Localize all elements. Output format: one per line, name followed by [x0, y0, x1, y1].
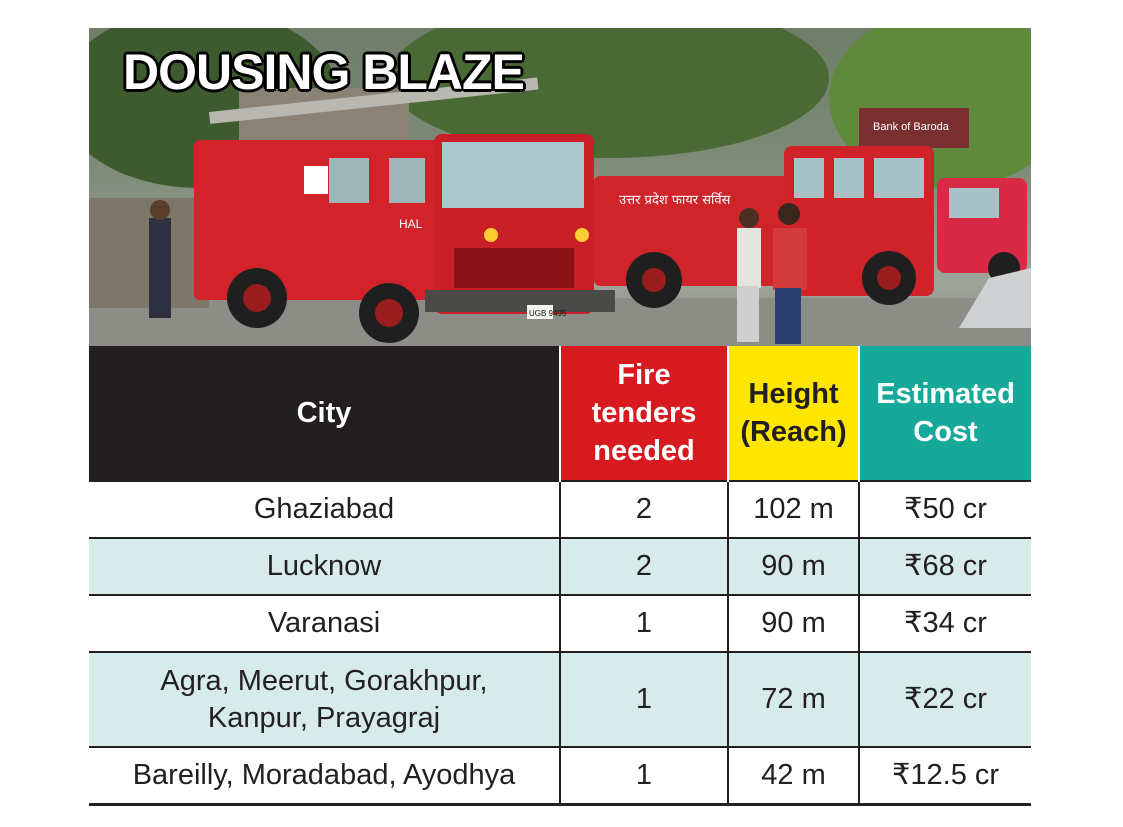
table-row: Varanasi 1 90 m ₹34 cr: [89, 594, 1031, 652]
cell-height: 42 m: [727, 746, 859, 806]
cell-height: 72 m: [727, 651, 859, 747]
header-height: Height (Reach): [727, 346, 859, 481]
header-estimated-cost: Estimated Cost: [858, 346, 1031, 481]
table-row: Lucknow 2 90 m ₹68 cr: [89, 537, 1031, 595]
headline: DOUSING BLAZE: [123, 44, 525, 100]
header-fire-tenders: Fire tenders needed: [559, 346, 728, 481]
license-plate: [527, 305, 553, 319]
cell-height: 102 m: [727, 480, 859, 538]
cell-cost: ₹68 cr: [858, 537, 1031, 595]
table-header-row: City Fire tenders needed Height (Reach) …: [89, 346, 1031, 481]
table-row: Bareilly, Moradabad, Ayodhya 1 42 m ₹12.…: [89, 746, 1031, 806]
bank-sign-text: Bank of Baroda: [873, 121, 950, 133]
license-plate-text: UGB 9495: [529, 309, 567, 318]
table-row: Ghaziabad 2 102 m ₹50 cr: [89, 480, 1031, 538]
cell-city: Ghaziabad: [89, 480, 560, 538]
cell-city: Varanasi: [89, 594, 560, 652]
cell-tenders: 1: [559, 651, 728, 747]
cell-tenders: 2: [559, 480, 728, 538]
cell-city: Lucknow: [89, 537, 560, 595]
cell-cost: ₹12.5 cr: [858, 746, 1031, 806]
cell-tenders: 2: [559, 537, 728, 595]
cell-tenders: 1: [559, 746, 728, 806]
bank-sign: [859, 108, 969, 148]
cell-city: Bareilly, Moradabad, Ayodhya: [89, 746, 560, 806]
truck-side-text: उत्तर प्रदेश फायर सर्विस: [619, 192, 731, 208]
fire-trucks-illustration: Bank of Baroda HAL UGB 9495: [89, 28, 1031, 346]
fire-trucks-photo: Bank of Baroda HAL UGB 9495: [89, 28, 1031, 346]
cell-height: 90 m: [727, 537, 859, 595]
table-row: Agra, Meerut, Gorakhpur, Kanpur, Prayagr…: [89, 651, 1031, 747]
cell-cost: ₹22 cr: [858, 651, 1031, 747]
cell-city: Agra, Meerut, Gorakhpur, Kanpur, Prayagr…: [89, 651, 560, 747]
header-city: City: [89, 346, 560, 481]
cell-height: 90 m: [727, 594, 859, 652]
cell-cost: ₹34 cr: [858, 594, 1031, 652]
cell-cost: ₹50 cr: [858, 480, 1031, 538]
truck-marking: HAL: [399, 217, 423, 231]
cell-tenders: 1: [559, 594, 728, 652]
infographic-card: Bank of Baroda HAL UGB 9495: [89, 28, 1031, 806]
fire-tender-table: City Fire tenders needed Height (Reach) …: [89, 346, 1031, 806]
